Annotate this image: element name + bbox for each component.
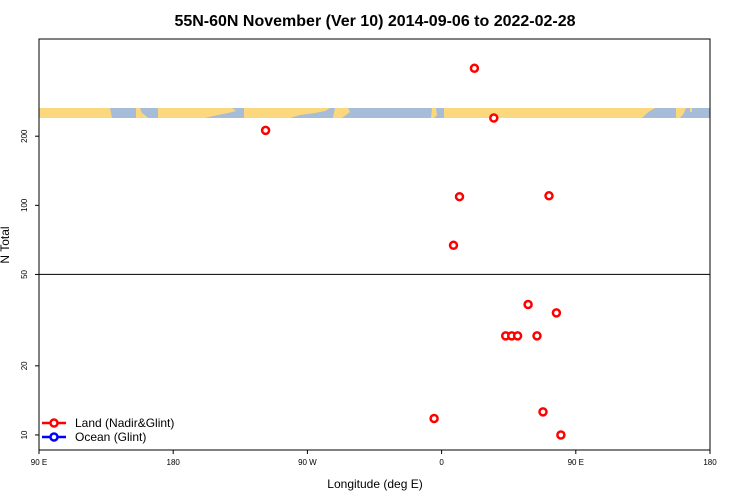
legend-ocean-label: Ocean (Glint) — [75, 430, 146, 444]
land-mass — [39, 108, 112, 118]
data-point — [551, 308, 562, 318]
data-point — [469, 63, 480, 74]
data-point — [556, 430, 566, 440]
data-points — [260, 63, 566, 440]
x-axis: 90 E 180 90 W 0 90 E 180 — [31, 450, 717, 467]
x-tick-label: 90 E — [31, 458, 47, 467]
y-tick-label: 100 — [20, 198, 29, 212]
land-mass — [431, 108, 437, 118]
legend-entry-ocean: Ocean (Glint) — [42, 430, 146, 444]
x-axis-label: Longitude (deg E) — [327, 477, 422, 491]
x-tick-label: 90 E — [568, 458, 584, 467]
data-point — [489, 113, 499, 123]
land-ocean-strip — [39, 108, 710, 118]
data-point — [523, 299, 533, 310]
chart-title: 55N-60N November (Ver 10) 2014-09-06 to … — [174, 13, 575, 30]
legend-land-marker — [49, 418, 59, 428]
data-point — [512, 331, 523, 341]
data-point — [429, 413, 439, 424]
land-mass — [244, 108, 330, 118]
data-point — [260, 125, 271, 136]
data-point — [544, 191, 554, 201]
y-axis: 10 20 50 100 200 — [20, 129, 39, 439]
land-mass — [444, 108, 655, 118]
land-mass — [690, 108, 692, 112]
y-tick-label: 20 — [20, 361, 29, 370]
data-point — [538, 407, 548, 417]
y-tick-label: 50 — [20, 269, 29, 278]
legend: Land (Nadir&Glint) Ocean (Glint) — [42, 416, 174, 444]
land-mass — [333, 108, 350, 118]
land-mass — [136, 108, 148, 118]
x-tick-label: 180 — [703, 458, 717, 467]
data-point — [454, 191, 465, 202]
x-tick-label: 0 — [439, 458, 444, 467]
legend-land-label: Land (Nadir&Glint) — [75, 416, 174, 430]
plot-frame — [38, 38, 711, 451]
y-tick-label: 200 — [20, 129, 29, 143]
data-point — [532, 331, 542, 341]
x-tick-label: 180 — [167, 458, 181, 467]
y-tick-label: 10 — [20, 430, 29, 439]
x-tick-label: 90 W — [298, 458, 317, 467]
data-point — [448, 240, 459, 251]
land-mass — [158, 108, 236, 118]
land-mass — [676, 108, 686, 118]
ocean-band — [39, 108, 710, 118]
legend-ocean-marker — [49, 432, 59, 442]
legend-entry-land: Land (Nadir&Glint) — [42, 416, 174, 430]
y-axis-label: N Total — [0, 226, 12, 263]
